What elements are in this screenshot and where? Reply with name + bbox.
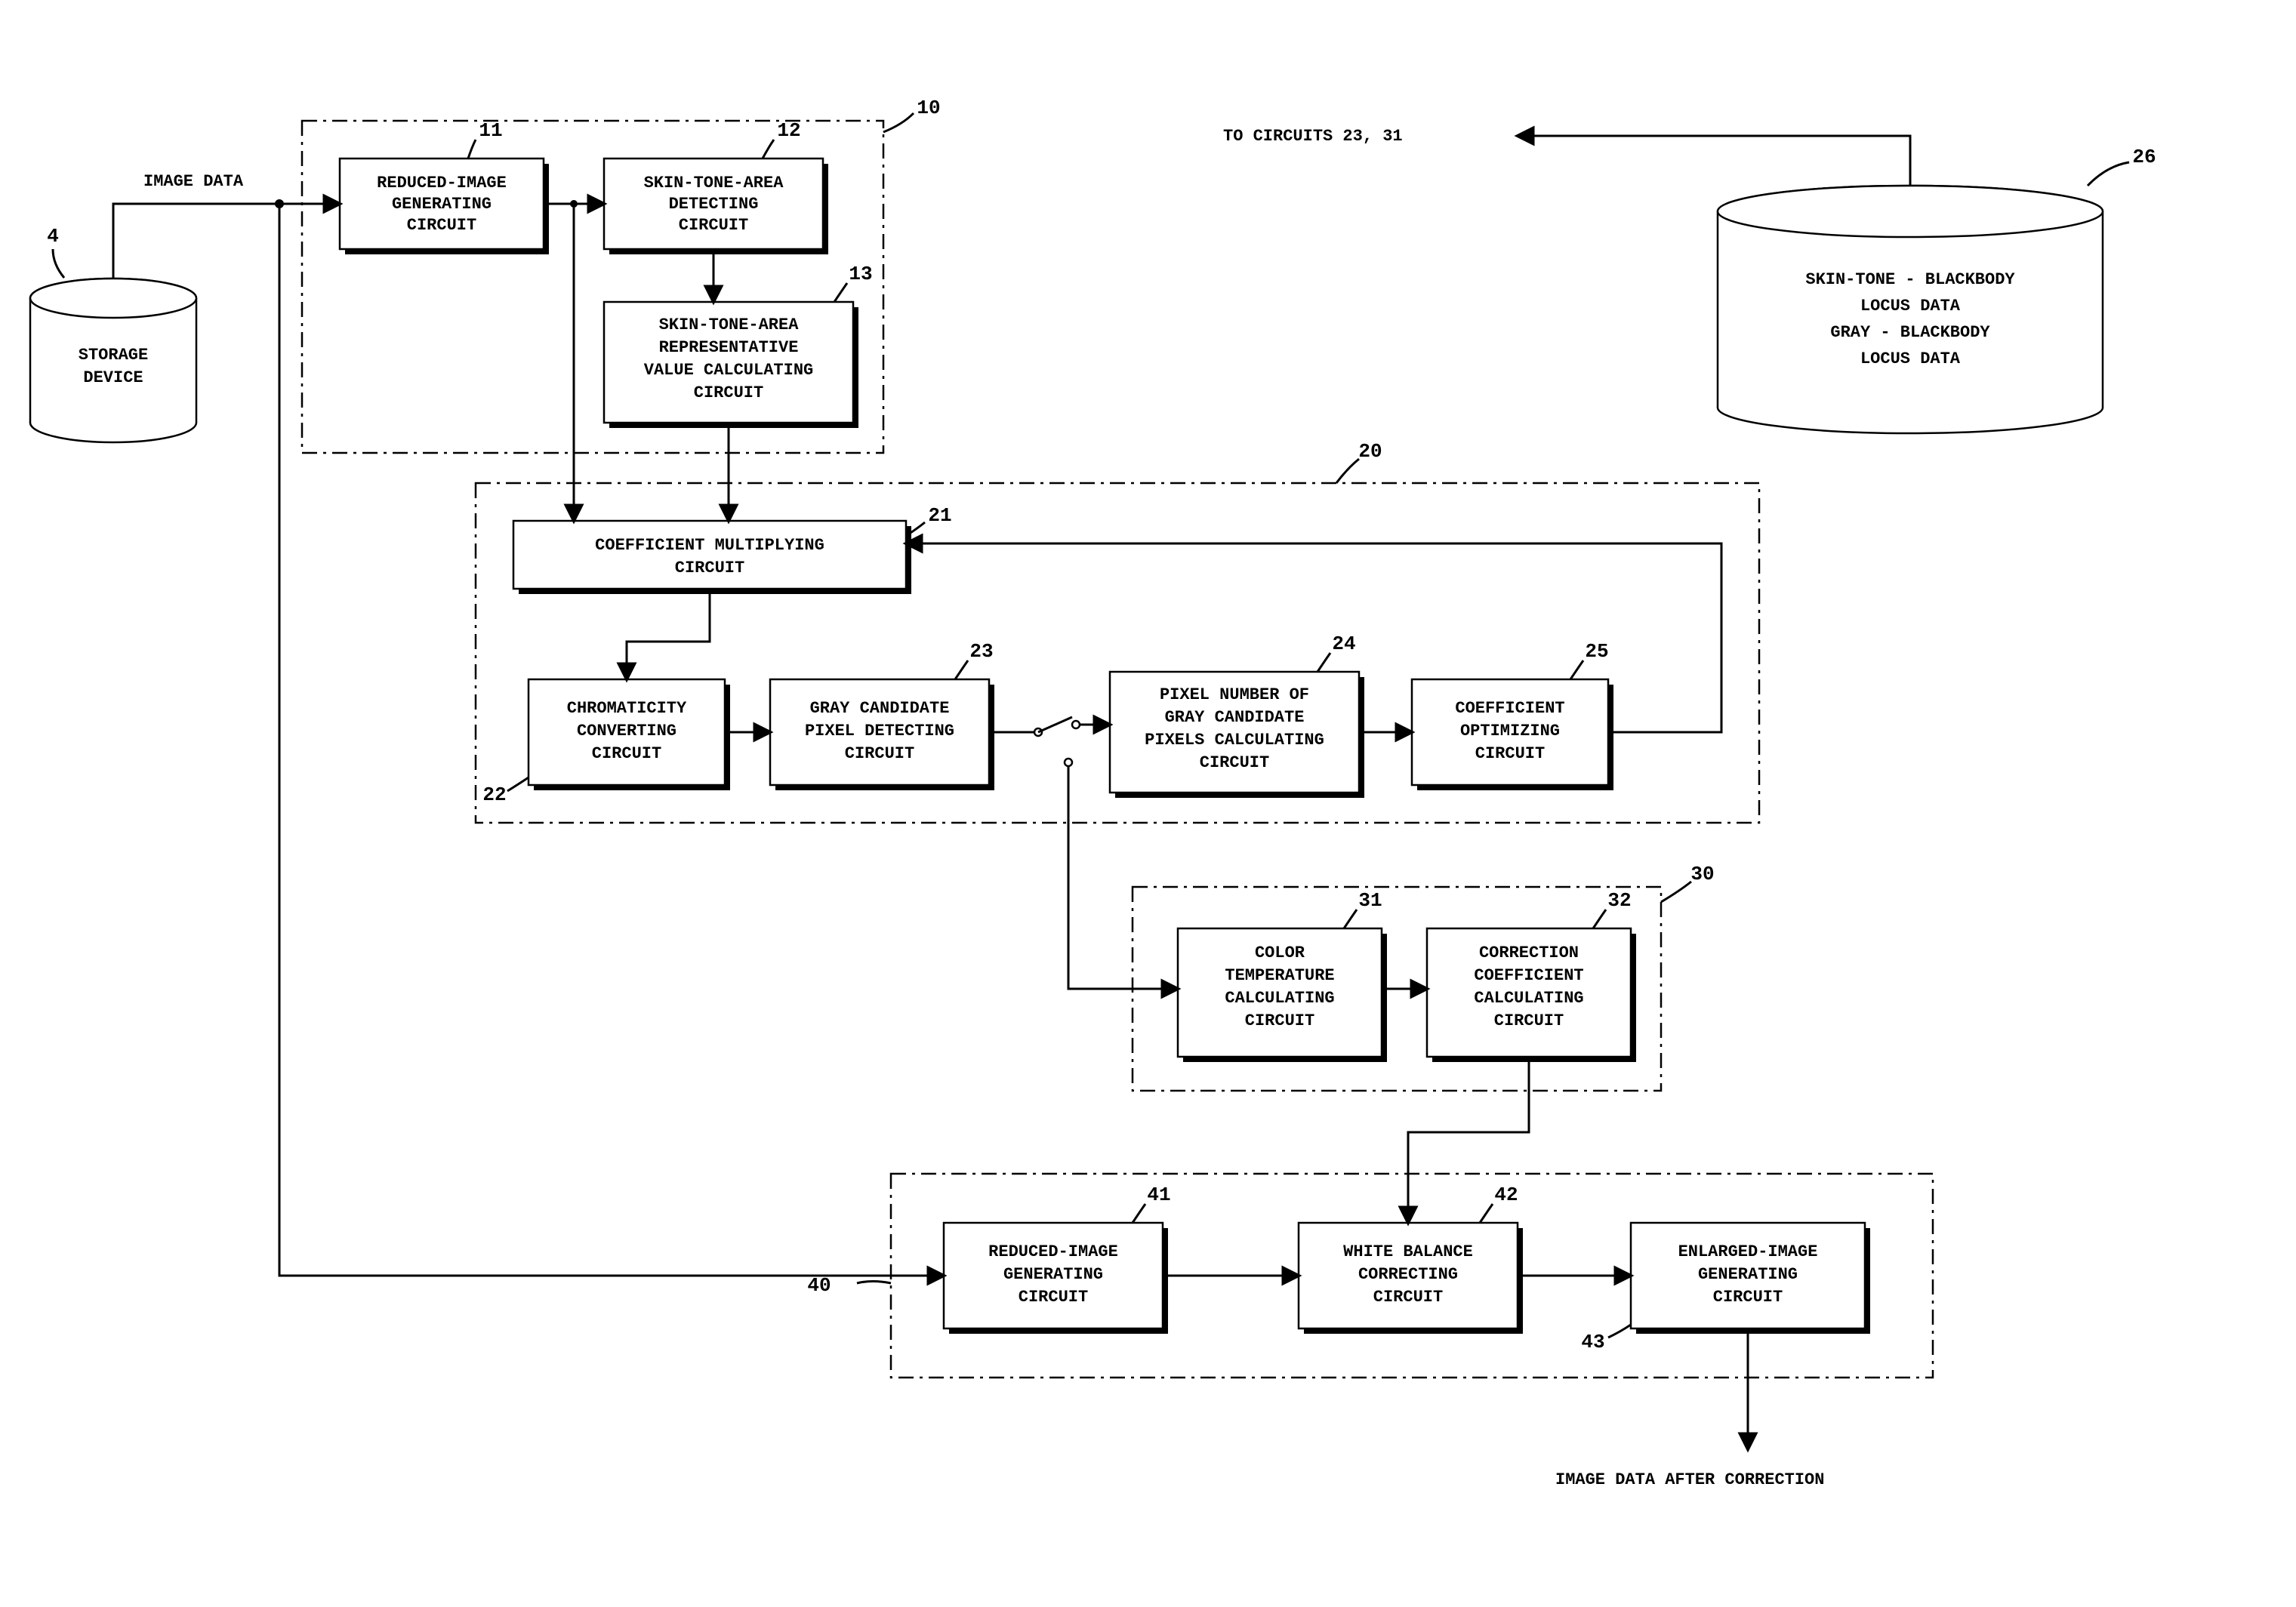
svg-text:COLOR: COLOR bbox=[1255, 944, 1305, 962]
svg-text:SKIN-TONE-AREA: SKIN-TONE-AREA bbox=[644, 174, 784, 192]
svg-text:43: 43 bbox=[1581, 1331, 1604, 1353]
svg-text:CIRCUIT: CIRCUIT bbox=[679, 216, 748, 235]
svg-text:REDUCED-IMAGE: REDUCED-IMAGE bbox=[377, 174, 507, 192]
cylinder-locus: SKIN-TONE - BLACKBODY LOCUS DATA GRAY - … bbox=[1718, 186, 2103, 433]
svg-text:CIRCUIT: CIRCUIT bbox=[1019, 1288, 1088, 1307]
svg-text:32: 32 bbox=[1607, 889, 1631, 912]
svg-text:41: 41 bbox=[1147, 1184, 1170, 1206]
svg-text:CIRCUIT: CIRCUIT bbox=[592, 744, 661, 763]
edge-sw-31 bbox=[1068, 766, 1178, 989]
svg-text:CHROMATICITY: CHROMATICITY bbox=[567, 699, 687, 718]
svg-text:23: 23 bbox=[969, 640, 993, 663]
svg-text:PIXEL NUMBER OF: PIXEL NUMBER OF bbox=[1160, 685, 1309, 704]
node-21 bbox=[513, 521, 906, 589]
svg-text:CORRECTION: CORRECTION bbox=[1479, 944, 1579, 962]
svg-text:COEFFICIENT: COEFFICIENT bbox=[1455, 699, 1564, 718]
image-data-label: IMAGE DATA bbox=[143, 172, 244, 191]
svg-text:COEFFICIENT MULTIPLYING: COEFFICIENT MULTIPLYING bbox=[595, 536, 824, 555]
svg-text:CIRCUIT: CIRCUIT bbox=[845, 744, 914, 763]
svg-text:GENERATING: GENERATING bbox=[1698, 1265, 1798, 1284]
ref-26: 26 bbox=[2132, 146, 2156, 168]
svg-text:CONVERTING: CONVERTING bbox=[577, 722, 676, 740]
ref-4: 4 bbox=[47, 225, 59, 248]
svg-text:13: 13 bbox=[849, 263, 872, 285]
svg-text:CIRCUIT: CIRCUIT bbox=[694, 383, 763, 402]
svg-text:PIXEL DETECTING: PIXEL DETECTING bbox=[805, 722, 954, 740]
edge-cyl26-out bbox=[1518, 136, 1910, 186]
ref-leader-26 bbox=[2088, 162, 2129, 186]
svg-text:31: 31 bbox=[1358, 889, 1382, 912]
cyl26-l4: LOCUS DATA bbox=[1860, 349, 1961, 368]
cyl4-line1: STORAGE bbox=[79, 346, 148, 365]
svg-text:24: 24 bbox=[1332, 633, 1355, 655]
ref-g20: 20 bbox=[1358, 440, 1382, 463]
edge-storage-out bbox=[113, 204, 279, 279]
svg-text:REDUCED-IMAGE: REDUCED-IMAGE bbox=[988, 1242, 1118, 1261]
svg-text:VALUE CALCULATING: VALUE CALCULATING bbox=[644, 361, 813, 380]
svg-text:21: 21 bbox=[928, 504, 951, 527]
ref-g10: 10 bbox=[917, 97, 940, 119]
ref-g40: 40 bbox=[807, 1274, 831, 1297]
svg-text:12: 12 bbox=[777, 119, 800, 142]
svg-text:GENERATING: GENERATING bbox=[1003, 1265, 1103, 1284]
svg-text:CIRCUIT: CIRCUIT bbox=[1713, 1288, 1783, 1307]
svg-text:CIRCUIT: CIRCUIT bbox=[407, 216, 476, 235]
svg-text:ENLARGED-IMAGE: ENLARGED-IMAGE bbox=[1678, 1242, 1818, 1261]
svg-text:CIRCUIT: CIRCUIT bbox=[675, 559, 744, 577]
svg-text:CIRCUIT: CIRCUIT bbox=[1200, 753, 1269, 772]
svg-text:25: 25 bbox=[1585, 640, 1608, 663]
svg-text:GRAY CANDIDATE: GRAY CANDIDATE bbox=[1165, 708, 1305, 727]
svg-text:42: 42 bbox=[1494, 1184, 1518, 1206]
svg-text:OPTIMIZING: OPTIMIZING bbox=[1460, 722, 1560, 740]
svg-text:PIXELS CALCULATING: PIXELS CALCULATING bbox=[1145, 731, 1324, 750]
ref-leader-4 bbox=[53, 249, 64, 278]
svg-text:CALCULATING: CALCULATING bbox=[1474, 989, 1583, 1008]
cyl26-l1: SKIN-TONE - BLACKBODY bbox=[1805, 270, 2015, 289]
svg-text:COEFFICIENT: COEFFICIENT bbox=[1474, 966, 1583, 985]
cyl26-l2: LOCUS DATA bbox=[1860, 297, 1961, 316]
svg-text:REPRESENTATIVE: REPRESENTATIVE bbox=[659, 338, 799, 357]
diagram-root: STORAGE DEVICE 4 SKIN-TONE - BLACKBODY L… bbox=[0, 0, 2296, 1607]
svg-text:GENERATING: GENERATING bbox=[392, 195, 492, 214]
svg-text:11: 11 bbox=[479, 119, 502, 142]
cyl26-l3: GRAY - BLACKBODY bbox=[1830, 323, 1990, 342]
output-label: IMAGE DATA AFTER CORRECTION bbox=[1555, 1470, 1824, 1489]
cyl4-line2: DEVICE bbox=[83, 368, 143, 387]
cylinder-storage: STORAGE DEVICE bbox=[30, 279, 196, 442]
svg-text:CIRCUIT: CIRCUIT bbox=[1373, 1288, 1443, 1307]
svg-text:22: 22 bbox=[482, 783, 506, 806]
svg-text:WHITE BALANCE: WHITE BALANCE bbox=[1343, 1242, 1473, 1261]
svg-text:DETECTING: DETECTING bbox=[669, 195, 759, 214]
svg-text:CIRCUIT: CIRCUIT bbox=[1245, 1011, 1314, 1030]
svg-text:SKIN-TONE-AREA: SKIN-TONE-AREA bbox=[659, 316, 800, 334]
to-circuits-label: TO CIRCUITS 23, 31 bbox=[1223, 127, 1403, 146]
ref-g30: 30 bbox=[1690, 863, 1714, 885]
svg-text:TEMPERATURE: TEMPERATURE bbox=[1225, 966, 1334, 985]
svg-text:CIRCUIT: CIRCUIT bbox=[1494, 1011, 1564, 1030]
svg-text:GRAY CANDIDATE: GRAY CANDIDATE bbox=[810, 699, 950, 718]
svg-text:CORRECTING: CORRECTING bbox=[1358, 1265, 1458, 1284]
svg-text:CALCULATING: CALCULATING bbox=[1225, 989, 1334, 1008]
svg-text:CIRCUIT: CIRCUIT bbox=[1475, 744, 1545, 763]
